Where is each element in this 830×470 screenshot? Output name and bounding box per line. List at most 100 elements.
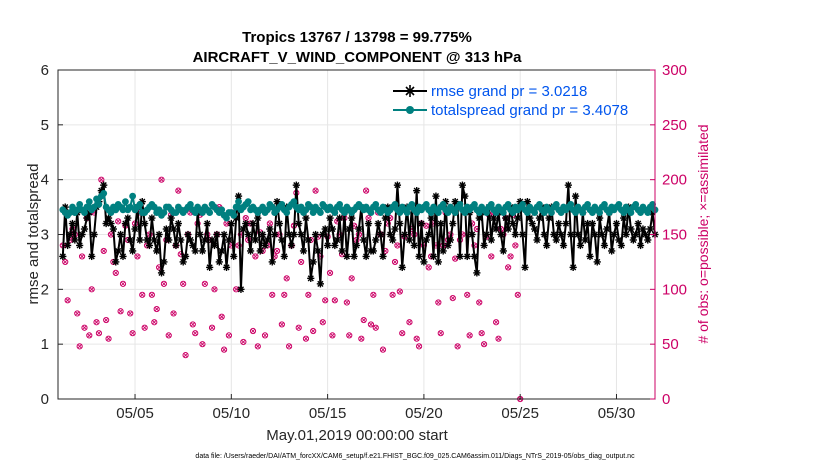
data-point-totalspread [316,209,324,216]
obs-count-marker [322,297,329,304]
obs-count-marker [396,288,403,295]
data-point-rmse [261,241,269,250]
data-point-rmse [636,241,645,250]
data-point-rmse [600,241,609,250]
data-point-rmse [76,241,84,250]
legend-spread-marker [406,106,414,114]
data-point-rmse [107,219,115,228]
obs-count-marker [449,295,456,302]
data-point-rmse [141,219,149,228]
data-point-rmse [116,230,125,239]
obs-count-marker [437,330,444,337]
obs-count-marker [158,176,165,183]
series-layer [59,181,659,293]
data-point-rmse [531,225,539,233]
data-point-totalspread [596,209,604,216]
legend-spread-label: totalspread grand pr = 3.4078 [431,102,628,119]
data-point-totalspread [434,209,442,216]
data-point-rmse [379,252,387,261]
data-point-totalspread [552,200,560,208]
data-point-rmse [309,258,317,266]
data-point-rmse [425,230,433,239]
data-point-rmse [504,225,512,233]
obs-count-marker [201,280,208,287]
y-tick-label: 2 [41,281,49,298]
data-point-rmse [290,230,298,239]
data-point-totalspread [579,209,587,216]
obs-count-marker [88,286,95,293]
obs-count-marker [225,332,233,339]
data-point-rmse [184,230,192,239]
data-point-rmse [398,263,406,271]
data-point-rmse [90,230,98,239]
data-point-totalspread [307,203,315,211]
data-point-totalspread [649,200,656,208]
data-point-rmse [463,252,471,261]
data-point-rmse [155,230,163,239]
obs-count-marker [302,335,310,342]
data-point-totalspread [567,200,575,208]
data-point-rmse [526,214,534,222]
obs-count-marker [493,319,500,326]
data-point-rmse [71,236,79,244]
data-point-rmse [326,214,334,222]
data-point-rmse [336,214,344,222]
data-point-rmse [136,236,144,244]
data-point-totalspread [548,209,555,216]
obs-count-marker [281,291,288,298]
obs-count-marker [326,269,334,276]
data-point-rmse [497,230,505,239]
obs-count-marker [507,253,514,260]
data-point-rmse [417,219,426,228]
obs-count-marker [78,253,86,260]
obs-count-marker [305,291,312,298]
data-point-rmse [588,219,597,228]
obs-count-marker [319,319,326,326]
data-point-totalspread [186,200,194,208]
data-point-totalspread [122,198,129,206]
data-point-rmse [100,181,108,189]
data-point-rmse [266,225,274,233]
data-point-rmse [143,236,151,244]
data-point-rmse [251,236,259,244]
obs-count-marker [189,321,196,328]
data-point-rmse [612,219,621,228]
data-point-rmse [321,225,329,233]
data-point-totalspread [451,209,459,216]
data-point-totalspread [422,200,430,208]
obs-count-marker [153,305,160,313]
data-point-rmse [208,236,216,244]
data-point-totalspread [129,192,137,200]
data-point-rmse [157,269,166,277]
data-point-rmse [598,230,606,239]
obs-count-marker [192,330,199,337]
obs-count-marker [93,319,100,326]
obs-count-marker [208,324,216,331]
data-point-rmse [181,252,190,261]
data-point-rmse [169,225,178,233]
data-point-rmse [80,225,89,233]
data-point-rmse [391,225,399,233]
data-point-totalspread [644,209,652,216]
obs-count-marker [480,341,488,348]
obs-count-marker [367,321,375,328]
data-point-totalspread [100,189,108,197]
data-point-rmse [413,187,421,195]
data-point-rmse [174,219,182,228]
data-point-rmse [167,214,175,222]
obs-count-marker [425,264,432,271]
data-point-rmse [444,241,452,250]
data-point-rmse [641,230,649,239]
x-tick-label: 05/30 [598,405,636,422]
y2-tick-label: 50 [662,336,679,353]
obs-count-marker [119,280,127,287]
data-point-rmse [545,214,553,222]
obs-count-marker [343,299,350,306]
obs-count-marker [514,291,521,298]
data-point-totalspread [85,198,93,206]
data-point-rmse [622,230,630,239]
obs-count-marker [363,187,370,194]
data-point-rmse [482,230,491,239]
data-point-rmse [432,192,440,200]
obs-count-marker [331,297,338,304]
